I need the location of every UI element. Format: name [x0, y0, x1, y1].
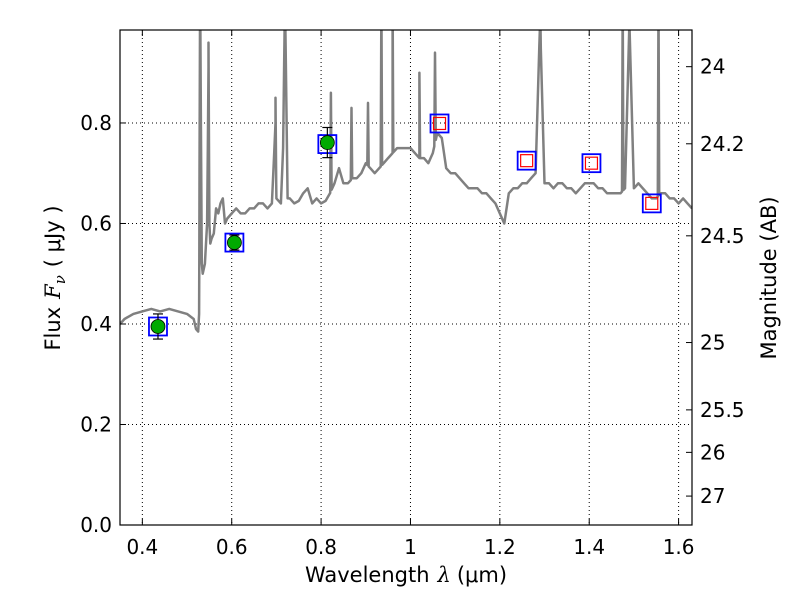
y-tick-label: 0.2 [80, 412, 112, 436]
y2-tick-label: 27 [700, 484, 725, 508]
y2-tick-label: 24 [700, 55, 725, 79]
x-tick-label: 0.4 [126, 535, 158, 559]
x-axis-label: Wavelength λ (μm) [305, 563, 507, 587]
y2-axis: 24 24.2 24.5 25 25.5 26 27 [686, 55, 745, 508]
non-detection-point [584, 156, 599, 170]
points-layer [148, 113, 662, 340]
non-detection-point [645, 196, 659, 210]
x-tick-label: 1.6 [663, 535, 695, 559]
model-photometry-point [224, 232, 245, 253]
x-tick-label: 1.2 [484, 535, 516, 559]
plot-frame [119, 29, 693, 526]
non-detection-point [432, 116, 447, 131]
x-tick-label: 1.4 [573, 535, 605, 559]
grid [120, 30, 692, 525]
y-axis-label: FluxFν( μJy ) [41, 205, 69, 350]
spectrum-layer [120, 30, 692, 333]
observed-photometry-point [150, 319, 166, 334]
y2-tick-label: 24.5 [700, 224, 745, 248]
y-tick-label: 0.6 [80, 211, 112, 235]
model-photometry-point [516, 150, 537, 171]
x-tick-label: 0.6 [216, 535, 248, 559]
observed-photometry-point [226, 235, 242, 250]
model-photometry-point [641, 193, 662, 214]
y2-tick-label: 25 [700, 331, 725, 355]
y2-tick-label: 25.5 [700, 398, 745, 422]
y-tick-label: 0.8 [80, 111, 112, 135]
y2-tick-label: 26 [700, 440, 725, 464]
x-tick-label: 0.8 [305, 535, 337, 559]
x-axis: 0.4 0.6 0.8 1 1.2 1.4 1.6 [126, 30, 695, 559]
y-axis: 0.0 0.2 0.4 0.6 0.8 [80, 111, 126, 537]
model-spectrum-line [120, 30, 692, 333]
plot-area [120, 30, 692, 525]
model-photometry-point [581, 153, 602, 174]
y-tick-label: 0.4 [80, 312, 112, 336]
observed-photometry-point [319, 135, 335, 150]
model-photometry-point [429, 113, 450, 134]
y-tick-label: 0.0 [80, 513, 112, 537]
non-detection-point [520, 154, 534, 168]
x-tick-label: 1 [404, 535, 417, 559]
y2-tick-label: 24.2 [700, 132, 745, 156]
y2-axis-label: Magnitude (AB) [757, 196, 781, 359]
